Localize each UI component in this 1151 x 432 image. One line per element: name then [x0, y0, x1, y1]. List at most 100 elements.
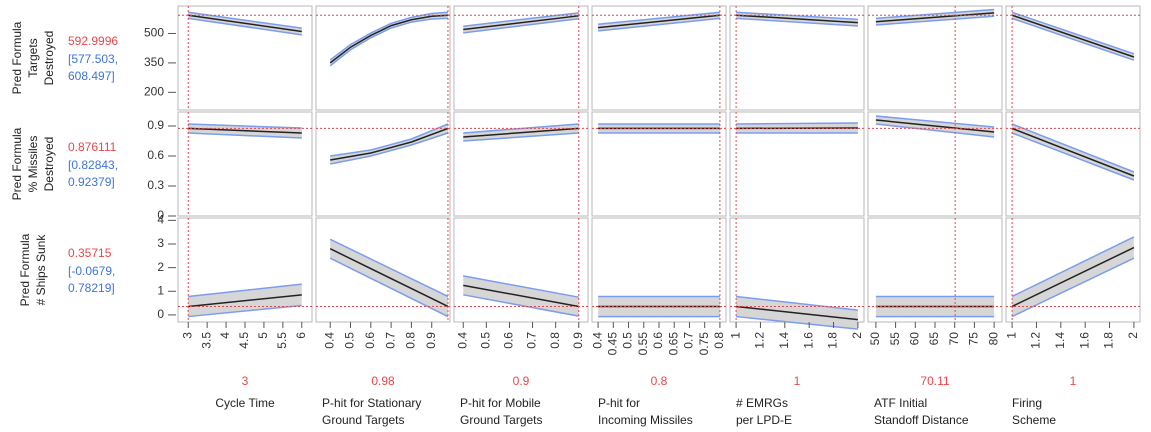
x-tick-label: 1.6 [1077, 332, 1091, 349]
lower-bound [463, 294, 579, 317]
prediction-line [875, 119, 995, 133]
x-tick-label: 0.5 [479, 332, 493, 349]
upper-bound [1011, 11, 1135, 55]
prediction-line [329, 14, 449, 64]
x-tick-label: 1.2 [1029, 332, 1043, 349]
response-label: Destroyed [42, 31, 56, 86]
factor-value: 3 [242, 374, 249, 388]
prediction-line [188, 127, 302, 134]
lower-bound [1011, 132, 1135, 181]
factor-label: Incoming Missiles [598, 413, 693, 427]
x-tick-label: 2 [1126, 332, 1140, 339]
x-tick-label: 1 [1004, 332, 1018, 339]
upper-bound [463, 275, 579, 298]
y-tick-label: 500 [144, 26, 164, 40]
x-tick-label: 0.4 [455, 332, 469, 349]
response-ci: 608.497] [68, 69, 115, 83]
x-tick-label: 0.8 [712, 332, 726, 349]
lower-bound [736, 315, 858, 330]
response-ci: 0.78219] [68, 281, 115, 295]
x-tick-label: 1 [728, 332, 742, 339]
lower-bound [329, 17, 448, 67]
x-tick-label: 0.8 [404, 332, 418, 349]
x-tick-label: 4.5 [237, 332, 251, 349]
factor-value: 70.11 [920, 374, 949, 388]
lower-bound [875, 15, 995, 26]
x-tick-label: 80 [986, 332, 1000, 346]
x-tick-label: 0.7 [682, 332, 696, 349]
x-tick-label: 0.7 [383, 332, 397, 349]
lower-bound [188, 304, 302, 318]
lower-bound [463, 132, 579, 142]
x-tick-label: 1.6 [801, 332, 815, 349]
upper-bound [1011, 123, 1135, 173]
response-label: Pred Formula [10, 21, 24, 94]
x-tick-label: 5.5 [275, 332, 289, 349]
x-tick-label: 0.45 [605, 332, 619, 356]
factor-label: # EMRGs [736, 396, 788, 410]
panel [315, 111, 451, 217]
response-value: 592.9996 [68, 34, 118, 48]
x-tick-label: 0.6 [502, 332, 516, 349]
response-label: Destroyed [42, 137, 56, 192]
factor-value: 1 [794, 374, 801, 388]
x-tick-label: 75 [967, 332, 981, 346]
x-tick-label: 65 [927, 332, 941, 346]
prediction-line [329, 248, 449, 308]
x-tick-label: 0.6 [651, 332, 665, 349]
x-tick-label: 55 [888, 332, 902, 346]
x-tick-label: 0.65 [666, 332, 680, 356]
lower-bound [875, 123, 995, 138]
x-tick-label: 1.4 [777, 332, 791, 349]
prediction-line [1011, 246, 1135, 308]
factor-value: 1 [1070, 374, 1077, 388]
factor-value: 0.98 [371, 374, 395, 388]
lower-bound [736, 17, 858, 27]
response-ci: [577.503, [68, 52, 118, 66]
response-label: Pred Formula [10, 127, 24, 200]
factor-label: Scheme [1012, 413, 1056, 427]
response-label: # Ships Sunk [34, 234, 48, 306]
factor-label: per LPD-E [736, 413, 792, 427]
x-tick-label: 3 [180, 332, 194, 339]
upper-bound [875, 115, 995, 128]
x-tick-label: 4 [218, 332, 232, 339]
factor-value: 0.9 [513, 374, 530, 388]
prediction-line [1011, 127, 1135, 177]
factor-label: Ground Targets [322, 413, 405, 427]
x-tick-label: 3.5 [199, 332, 213, 349]
upper-bound [598, 11, 720, 25]
x-tick-label: 2 [850, 332, 864, 339]
prediction-line [736, 305, 858, 321]
lower-bound [188, 17, 302, 36]
prediction-line [188, 14, 302, 33]
x-tick-label: 0.75 [697, 332, 711, 356]
factor-value: 0.8 [651, 374, 668, 388]
x-tick-label: 0.9 [424, 332, 438, 349]
y-tick-label: 0.3 [147, 178, 164, 192]
lower-bound [1011, 17, 1135, 61]
response-ci: [-0.0679, [68, 264, 115, 278]
response-value: 0.876111 [68, 140, 117, 154]
response-ci: [0.82843, [68, 158, 118, 172]
response-label: Pred Formula [18, 233, 32, 306]
upper-bound [736, 295, 858, 311]
factor-label: P-hit for Stationary [322, 396, 421, 410]
y-tick-label: 3 [157, 236, 164, 250]
upper-bound [1011, 236, 1135, 298]
lower-bound [463, 18, 579, 34]
x-tick-label: 0.5 [621, 332, 635, 349]
x-tick-label: 0.9 [571, 332, 585, 349]
upper-bound [330, 123, 449, 157]
x-tick-label: 1.8 [826, 332, 840, 349]
prediction-line [463, 284, 579, 308]
upper-bound [875, 8, 995, 20]
factor-label: Cycle Time [215, 396, 275, 410]
factor-label: P-hit for [598, 396, 640, 410]
y-tick-label: 200 [144, 85, 164, 99]
factor-label: P-hit for Mobile [460, 396, 541, 410]
x-tick-label: 0.5 [343, 332, 357, 349]
y-tick-label: 0 [157, 307, 164, 321]
lower-bound [1011, 257, 1135, 318]
response-ci: 0.92379] [68, 175, 115, 189]
